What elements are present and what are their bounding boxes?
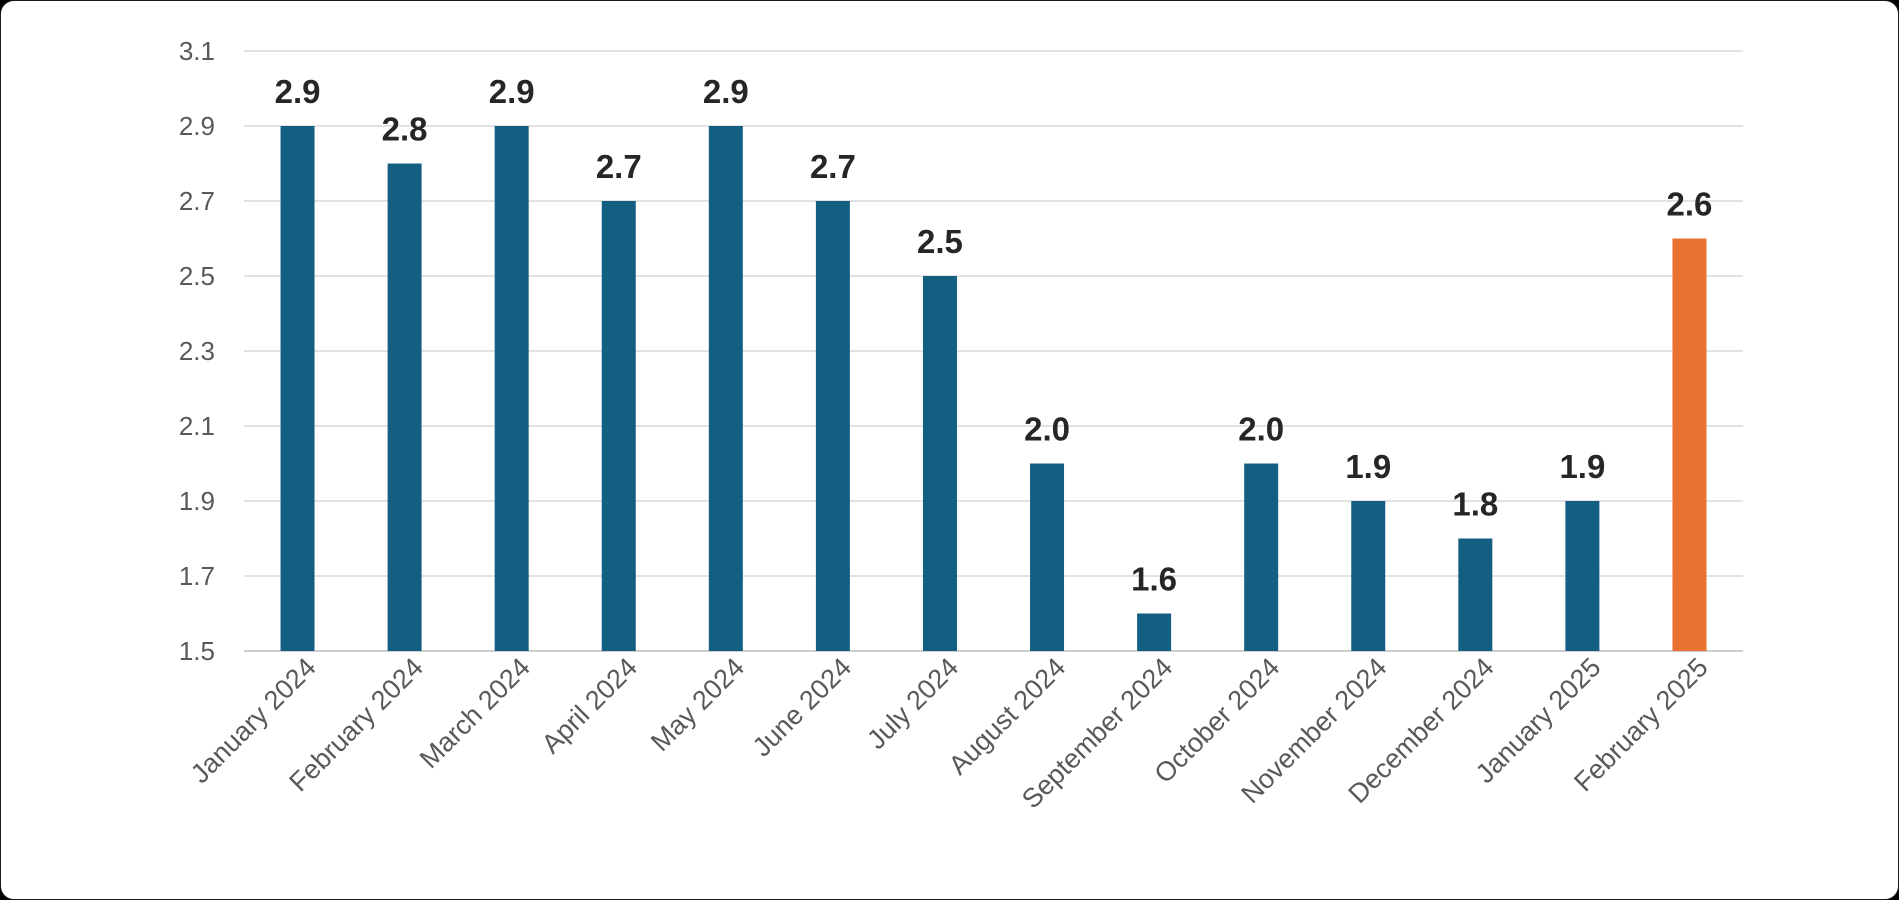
category-label-4: May 2024	[645, 652, 750, 757]
data-label-6: 2.5	[917, 223, 963, 260]
y-tick-label: 1.9	[179, 486, 215, 516]
y-tick-label: 2.1	[179, 411, 215, 441]
category-label-5: June 2024	[747, 652, 857, 762]
data-label-3: 2.7	[596, 148, 642, 185]
bar-7	[1030, 463, 1065, 651]
bar-12	[1565, 501, 1600, 651]
data-label-8: 1.6	[1131, 561, 1177, 598]
data-label-4: 2.9	[703, 73, 749, 110]
bar-3	[601, 201, 636, 651]
category-label-2: March 2024	[414, 652, 536, 774]
grid-layer: 1.5 1.7 1.9 2.1 2.3 2.5 2.7 2.9 3.1	[179, 36, 1743, 666]
data-label-13: 2.6	[1667, 186, 1713, 223]
data-label-9: 2.0	[1238, 411, 1284, 448]
bar-8	[1137, 613, 1172, 651]
bar-layer	[280, 126, 1707, 651]
data-label-0: 2.9	[275, 73, 321, 110]
y-tick-label: 2.7	[179, 186, 215, 216]
y-tick-label: 3.1	[179, 36, 215, 66]
data-label-layer: 2.9 2.8 2.9 2.7 2.9 2.7 2.5 2.0 1.6 2.0 1.9 1.8 1.9 2…	[275, 73, 1713, 598]
bar-1	[387, 163, 422, 651]
bar-10	[1351, 501, 1386, 651]
bar-5	[815, 201, 850, 651]
data-label-7: 2.0	[1024, 411, 1070, 448]
y-tick-label: 1.5	[179, 636, 215, 666]
data-label-12: 1.9	[1559, 448, 1605, 485]
y-tick-label: 2.5	[179, 261, 215, 291]
data-label-2: 2.9	[489, 73, 535, 110]
bar-6	[922, 276, 957, 651]
y-tick-label: 2.3	[179, 336, 215, 366]
y-tick-label: 2.9	[179, 111, 215, 141]
category-label-3: April 2024	[536, 652, 643, 759]
bar-13	[1672, 238, 1707, 651]
bar-2	[494, 126, 529, 651]
bar-0	[280, 126, 315, 651]
bar-4	[708, 126, 743, 651]
data-label-11: 1.8	[1452, 486, 1498, 523]
data-label-5: 2.7	[810, 148, 856, 185]
bar-11	[1458, 538, 1493, 651]
category-label-6: July 2024	[861, 652, 964, 755]
data-label-10: 1.9	[1345, 448, 1391, 485]
bar-9	[1244, 463, 1279, 651]
y-tick-label: 1.7	[179, 561, 215, 591]
data-label-1: 2.8	[382, 111, 428, 148]
